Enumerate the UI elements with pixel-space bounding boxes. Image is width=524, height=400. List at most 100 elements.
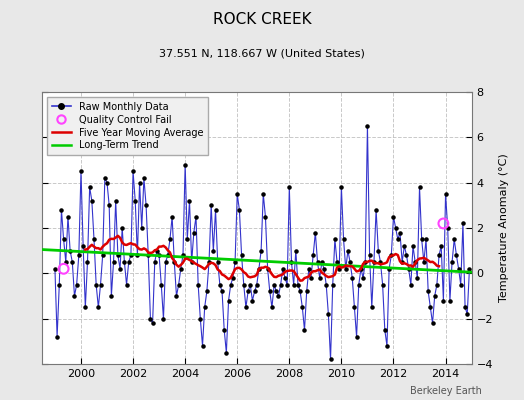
Y-axis label: Temperature Anomaly (°C): Temperature Anomaly (°C) [498,154,508,302]
Point [196,316,204,322]
Point [140,175,148,181]
Point [120,259,128,265]
Point [389,214,398,220]
Point [153,248,161,254]
Point [66,248,74,254]
Point [116,266,124,272]
Point [135,180,144,186]
Point [313,259,322,265]
Point [79,243,88,249]
Point [428,320,436,326]
Point [96,282,105,288]
Point [185,198,194,204]
Point [155,252,163,258]
Point [107,293,116,299]
Point [150,259,159,265]
Point [90,236,98,242]
Point [331,236,339,242]
Point [59,266,68,272]
Point [110,259,118,265]
Point [387,252,396,258]
Point [452,252,461,258]
Point [194,282,202,288]
Point [264,266,272,272]
Point [296,288,304,295]
Point [192,214,200,220]
Point [359,275,367,281]
Point [159,316,168,322]
Point [131,198,139,204]
Point [340,236,348,242]
Point [272,288,280,295]
Point [435,252,443,258]
Point [302,288,311,295]
Text: Berkeley Earth: Berkeley Earth [410,386,482,396]
Point [439,220,447,227]
Point [226,282,235,288]
Point [307,275,315,281]
Point [224,297,233,304]
Point [237,252,246,258]
Point [352,334,361,340]
Point [118,225,126,231]
Point [285,184,293,190]
Text: 37.551 N, 118.667 W (United States): 37.551 N, 118.667 W (United States) [159,48,365,58]
Point [55,282,63,288]
Point [304,266,313,272]
Point [394,236,402,242]
Point [174,282,183,288]
Point [315,275,324,281]
Point [413,275,421,281]
Point [112,198,120,204]
Point [320,266,328,272]
Point [179,252,187,258]
Point [183,236,191,242]
Point [270,282,278,288]
Point [344,248,352,254]
Point [216,282,224,288]
Point [363,123,372,129]
Point [85,184,94,190]
Point [261,214,270,220]
Point [244,288,252,295]
Point [59,236,68,242]
Point [348,275,356,281]
Point [205,259,213,265]
Point [81,304,90,310]
Point [142,202,150,208]
Point [441,191,450,197]
Point [68,259,77,265]
Point [72,282,81,288]
Point [259,191,267,197]
Point [201,304,209,310]
Point [133,252,141,258]
Legend: Raw Monthly Data, Quality Control Fail, Five Year Moving Average, Long-Term Tren: Raw Monthly Data, Quality Control Fail, … [47,97,208,155]
Point [166,236,174,242]
Point [365,252,374,258]
Point [255,266,263,272]
Point [274,293,282,299]
Text: ROCK CREEK: ROCK CREEK [213,12,311,27]
Point [431,293,439,299]
Point [77,168,85,174]
Point [298,304,307,310]
Point [456,282,465,288]
Point [198,343,206,349]
Point [461,304,470,310]
Point [123,282,131,288]
Point [92,282,101,288]
Point [266,288,274,295]
Point [209,248,217,254]
Point [168,214,176,220]
Point [177,266,185,272]
Point [426,304,434,310]
Point [203,288,211,295]
Point [372,207,380,213]
Point [374,248,383,254]
Point [148,320,157,326]
Point [64,214,72,220]
Point [137,225,146,231]
Point [324,311,333,317]
Point [57,207,66,213]
Point [454,266,463,272]
